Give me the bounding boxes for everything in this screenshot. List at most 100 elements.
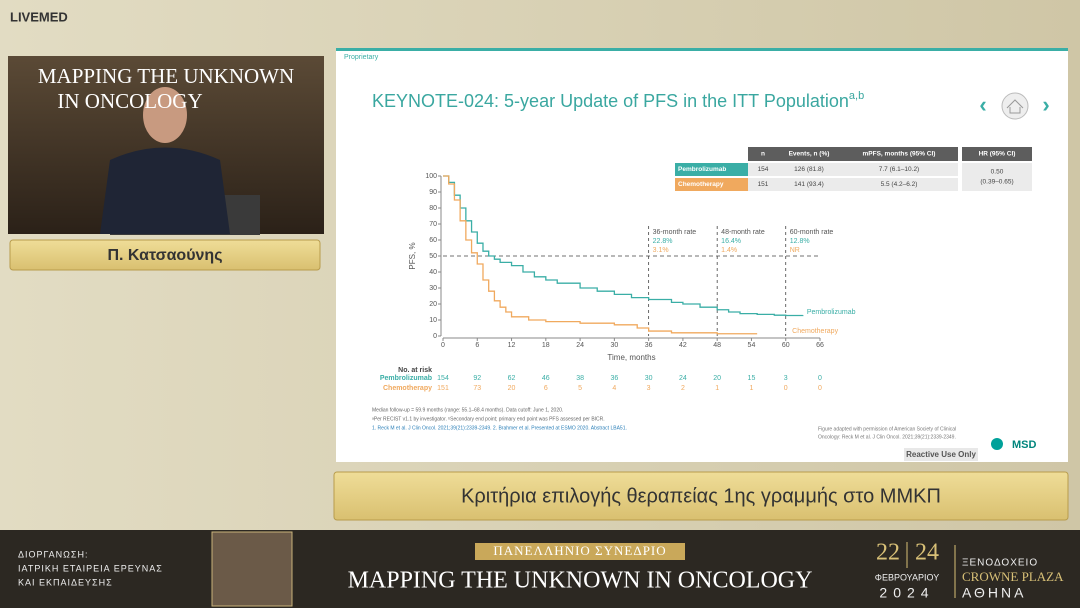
x-tick-label: 12: [508, 342, 516, 349]
landmark-value: 1.4%: [721, 247, 737, 254]
table-header-cell: HR (95% CI): [979, 151, 1016, 158]
y-tick-label: 20: [429, 301, 437, 308]
landmark-label: 36-month rate: [653, 229, 697, 236]
citation: Figure adapted with permission of Americ…: [818, 426, 956, 432]
x-tick-label: 30: [610, 342, 618, 349]
at-risk-value: 30: [645, 375, 653, 382]
speaker-box: [9, 239, 321, 271]
slide-tag: Proprietary: [344, 54, 379, 61]
x-tick-label: 48: [713, 342, 721, 349]
at-risk-value: 20: [713, 375, 721, 382]
at-risk-value: 24: [679, 375, 687, 382]
table-cell: 141 (93.4): [794, 181, 824, 188]
x-tick-label: 36: [645, 342, 653, 349]
next-button[interactable]: ›: [1042, 92, 1049, 117]
prev-button[interactable]: ‹: [979, 92, 986, 117]
caption: Κριτήρια επιλογής θεραπείας 1ης γραμμής …: [461, 485, 941, 507]
speaker-head: [143, 87, 187, 143]
y-axis-label: PFS, %: [408, 242, 417, 269]
table-cell: 151: [758, 181, 769, 188]
x-tick-label: 18: [542, 342, 550, 349]
day-end: 24: [915, 540, 939, 566]
at-risk-value: 1: [715, 385, 719, 392]
at-risk-title: No. at risk: [398, 367, 432, 374]
footnote: ᵃPer RECIST v1.1 by investigator. ᵇSecon…: [372, 416, 605, 422]
table-name-cell: [675, 178, 748, 191]
home-icon: [1006, 99, 1024, 114]
series-label: Chemotherapy: [792, 328, 838, 335]
km-curve: [443, 175, 758, 335]
congress-box: [475, 543, 685, 560]
title-sup: a,b: [849, 90, 864, 102]
table-name: Pembrolizumab: [678, 166, 726, 173]
footnote: Median follow-up = 59.9 months (range: 5…: [372, 407, 563, 413]
at-risk-value: 4: [612, 385, 616, 392]
city: ΑΘΗΝΑ: [962, 585, 1027, 601]
landmark-value: 12.8%: [790, 238, 810, 245]
brand: LIVEMED: [10, 9, 68, 24]
table-header-cell: n: [761, 151, 765, 158]
table-name-cell: [675, 163, 748, 176]
at-risk-value: 3: [647, 385, 651, 392]
table-cell: 126 (81.8): [794, 166, 824, 173]
y-tick-label: 70: [429, 221, 437, 228]
y-tick-label: 0: [433, 333, 437, 340]
landmark-label: 60-month rate: [790, 229, 834, 236]
reactive-box: [904, 448, 978, 461]
landmark-label: 48-month rate: [721, 229, 765, 236]
km-curve: [443, 175, 804, 317]
logo: MSD: [1012, 439, 1037, 451]
table-gap: [958, 147, 962, 193]
venue-label: ΞΕΝΟΔΟΧΕΙΟ: [962, 558, 1038, 569]
series-label: Pembrolizumab: [807, 309, 856, 316]
y-tick-label: 40: [429, 269, 437, 276]
y-tick-label: 100: [425, 173, 437, 180]
home-button[interactable]: [1001, 92, 1029, 120]
slide: [336, 48, 1068, 462]
congress: ΠΑΝΕΛΛΗΝΙΟ ΣΥΝΕΔΡΙΟ: [493, 543, 666, 558]
table-cell: 7.7 (6.1–10.2): [879, 166, 919, 173]
day-start: 22: [876, 540, 900, 566]
at-risk-name: Pembrolizumab: [380, 375, 432, 382]
y-tick-label: 10: [429, 317, 437, 324]
table-row: [748, 163, 958, 176]
slide-title: KEYNOTE-024: 5-year Update of PFS in the…: [372, 90, 864, 111]
at-risk-value: 20: [508, 385, 516, 392]
hr-cell: [962, 163, 1032, 191]
at-risk-value: 0: [818, 385, 822, 392]
video-banner: IN ONCOLOGY: [57, 89, 202, 113]
table-header-cell: mPFS, months (95% CI): [863, 151, 936, 158]
caption-box: [333, 471, 1069, 521]
at-risk-name: Chemotherapy: [383, 385, 432, 392]
hr-value: (0.39–0.65): [980, 179, 1013, 186]
at-risk-value: 15: [748, 375, 756, 382]
at-risk-value: 6: [544, 385, 548, 392]
x-tick-label: 60: [782, 342, 790, 349]
hr-value: 0.50: [991, 169, 1004, 176]
speaker-body: [100, 147, 230, 234]
at-risk-value: 3: [784, 375, 788, 382]
venue: CROWNE PLAZA: [962, 569, 1064, 584]
summary-table: n Events, n (%) mPFS, months (95% CI) HR (9…: [675, 147, 1032, 193]
x-tick-label: 0: [441, 342, 445, 349]
at-risk-value: 92: [473, 375, 481, 382]
event: MAPPING THE UNKNOWN IN ONCOLOGY: [348, 568, 813, 594]
x-tick-label: 42: [679, 342, 687, 349]
table-row: [748, 178, 958, 191]
org: ΙΑΤΡΙΚΗ ΕΤΑΙΡΕΙΑ ΕΡΕΥΝΑΣ: [18, 563, 163, 573]
month: ΦΕΒΡΟΥΑΡΙΟΥ: [875, 572, 939, 582]
at-risk-value: 151: [437, 385, 449, 392]
at-risk-value: 62: [508, 375, 516, 382]
slide-bar: [336, 48, 1068, 51]
y-tick-label: 50: [429, 253, 437, 260]
x-tick-label: 54: [748, 342, 756, 349]
y-tick-label: 80: [429, 205, 437, 212]
at-risk-value: 5: [578, 385, 582, 392]
logo-icon: [991, 438, 1003, 450]
org-label: ΔΙΟΡΓΑΝΩΣΗ:: [18, 549, 88, 559]
at-risk-value: 0: [784, 385, 788, 392]
at-risk-value: 38: [576, 375, 584, 382]
y-tick-label: 60: [429, 237, 437, 244]
